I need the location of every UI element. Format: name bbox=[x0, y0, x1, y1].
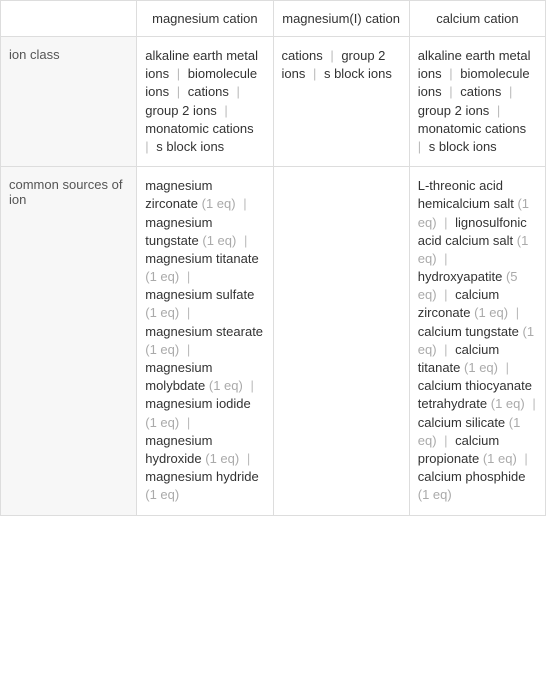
item-text: magnesium titanate bbox=[145, 251, 258, 266]
table-cell bbox=[273, 167, 409, 515]
item-eq: (1 eq) bbox=[202, 196, 236, 211]
separator: | bbox=[418, 139, 425, 154]
table-cell: magnesium zirconate (1 eq) | magnesium t… bbox=[137, 167, 273, 515]
item-eq: (1 eq) bbox=[145, 342, 179, 357]
separator: | bbox=[441, 342, 452, 357]
separator: | bbox=[327, 48, 338, 63]
separator: | bbox=[529, 396, 536, 411]
separator: | bbox=[243, 451, 250, 466]
separator: | bbox=[493, 103, 500, 118]
item-text: cations bbox=[460, 84, 501, 99]
separator: | bbox=[183, 269, 190, 284]
table-cell: alkaline earth metal ions | biomolecule … bbox=[137, 37, 273, 167]
item-text: s block ions bbox=[156, 139, 224, 154]
item-text: cations bbox=[282, 48, 323, 63]
item-text: magnesium stearate bbox=[145, 324, 263, 339]
item-text: calcium phosphide bbox=[418, 469, 526, 484]
item-text: group 2 ions bbox=[145, 103, 217, 118]
separator: | bbox=[441, 433, 452, 448]
item-text: s block ions bbox=[324, 66, 392, 81]
cell-content: magnesium zirconate (1 eq) | magnesium t… bbox=[145, 177, 264, 504]
table-header-row: magnesium cation magnesium(I) cation cal… bbox=[1, 1, 546, 37]
item-text: hydroxyapatite bbox=[418, 269, 503, 284]
header-empty bbox=[1, 1, 137, 37]
separator: | bbox=[505, 84, 512, 99]
separator: | bbox=[521, 451, 528, 466]
separator: | bbox=[446, 66, 457, 81]
separator: | bbox=[145, 139, 152, 154]
item-text: cations bbox=[188, 84, 229, 99]
separator: | bbox=[240, 233, 247, 248]
separator: | bbox=[221, 103, 228, 118]
item-text: magnesium sulfate bbox=[145, 287, 254, 302]
item-eq: (1 eq) bbox=[474, 305, 508, 320]
item-eq: (1 eq) bbox=[209, 378, 243, 393]
separator: | bbox=[173, 66, 184, 81]
item-eq: (1 eq) bbox=[145, 305, 179, 320]
item-eq: (1 eq) bbox=[491, 396, 525, 411]
item-eq: (1 eq) bbox=[464, 360, 498, 375]
separator: | bbox=[173, 84, 184, 99]
separator: | bbox=[512, 305, 519, 320]
item-text: s block ions bbox=[429, 139, 497, 154]
item-eq: (1 eq) bbox=[145, 269, 179, 284]
table-row: ion classalkaline earth metal ions | bio… bbox=[1, 37, 546, 167]
item-text: magnesium hydride bbox=[145, 469, 258, 484]
item-text: monatomic cations bbox=[418, 121, 526, 136]
item-eq: (1 eq) bbox=[202, 233, 236, 248]
separator: | bbox=[441, 251, 448, 266]
cell-content: cations | group 2 ions | s block ions bbox=[282, 47, 401, 83]
separator: | bbox=[183, 305, 190, 320]
item-text: magnesium hydroxide bbox=[145, 433, 212, 466]
table-row: common sources of ionmagnesium zirconate… bbox=[1, 167, 546, 515]
item-text: group 2 ions bbox=[418, 103, 490, 118]
header-col-2: magnesium(I) cation bbox=[273, 1, 409, 37]
header-col-3: calcium cation bbox=[409, 1, 545, 37]
comparison-table: magnesium cation magnesium(I) cation cal… bbox=[0, 0, 546, 516]
item-eq: (1 eq) bbox=[205, 451, 239, 466]
separator: | bbox=[446, 84, 457, 99]
item-text: calcium silicate bbox=[418, 415, 505, 430]
separator: | bbox=[183, 415, 190, 430]
item-text: magnesium iodide bbox=[145, 396, 251, 411]
row-label: ion class bbox=[1, 37, 137, 167]
item-text: monatomic cations bbox=[145, 121, 253, 136]
separator: | bbox=[240, 196, 247, 211]
table-cell: alkaline earth metal ions | biomolecule … bbox=[409, 37, 545, 167]
item-text: L-threonic acid hemicalcium salt bbox=[418, 178, 514, 211]
item-eq: (1 eq) bbox=[145, 487, 179, 502]
separator: | bbox=[183, 342, 190, 357]
item-text: calcium tungstate bbox=[418, 324, 519, 339]
item-eq: (1 eq) bbox=[145, 415, 179, 430]
item-eq: (1 eq) bbox=[483, 451, 517, 466]
row-label: common sources of ion bbox=[1, 167, 137, 515]
separator: | bbox=[233, 84, 240, 99]
table-cell: cations | group 2 ions | s block ions bbox=[273, 37, 409, 167]
separator: | bbox=[502, 360, 509, 375]
item-text: magnesium molybdate bbox=[145, 360, 212, 393]
separator: | bbox=[247, 378, 254, 393]
table-cell: L-threonic acid hemicalcium salt (1 eq) … bbox=[409, 167, 545, 515]
item-eq: (1 eq) bbox=[418, 487, 452, 502]
separator: | bbox=[441, 215, 452, 230]
header-col-1: magnesium cation bbox=[137, 1, 273, 37]
cell-content: L-threonic acid hemicalcium salt (1 eq) … bbox=[418, 177, 537, 504]
cell-content: alkaline earth metal ions | biomolecule … bbox=[418, 47, 537, 156]
separator: | bbox=[441, 287, 452, 302]
separator: | bbox=[309, 66, 320, 81]
cell-content: alkaline earth metal ions | biomolecule … bbox=[145, 47, 264, 156]
